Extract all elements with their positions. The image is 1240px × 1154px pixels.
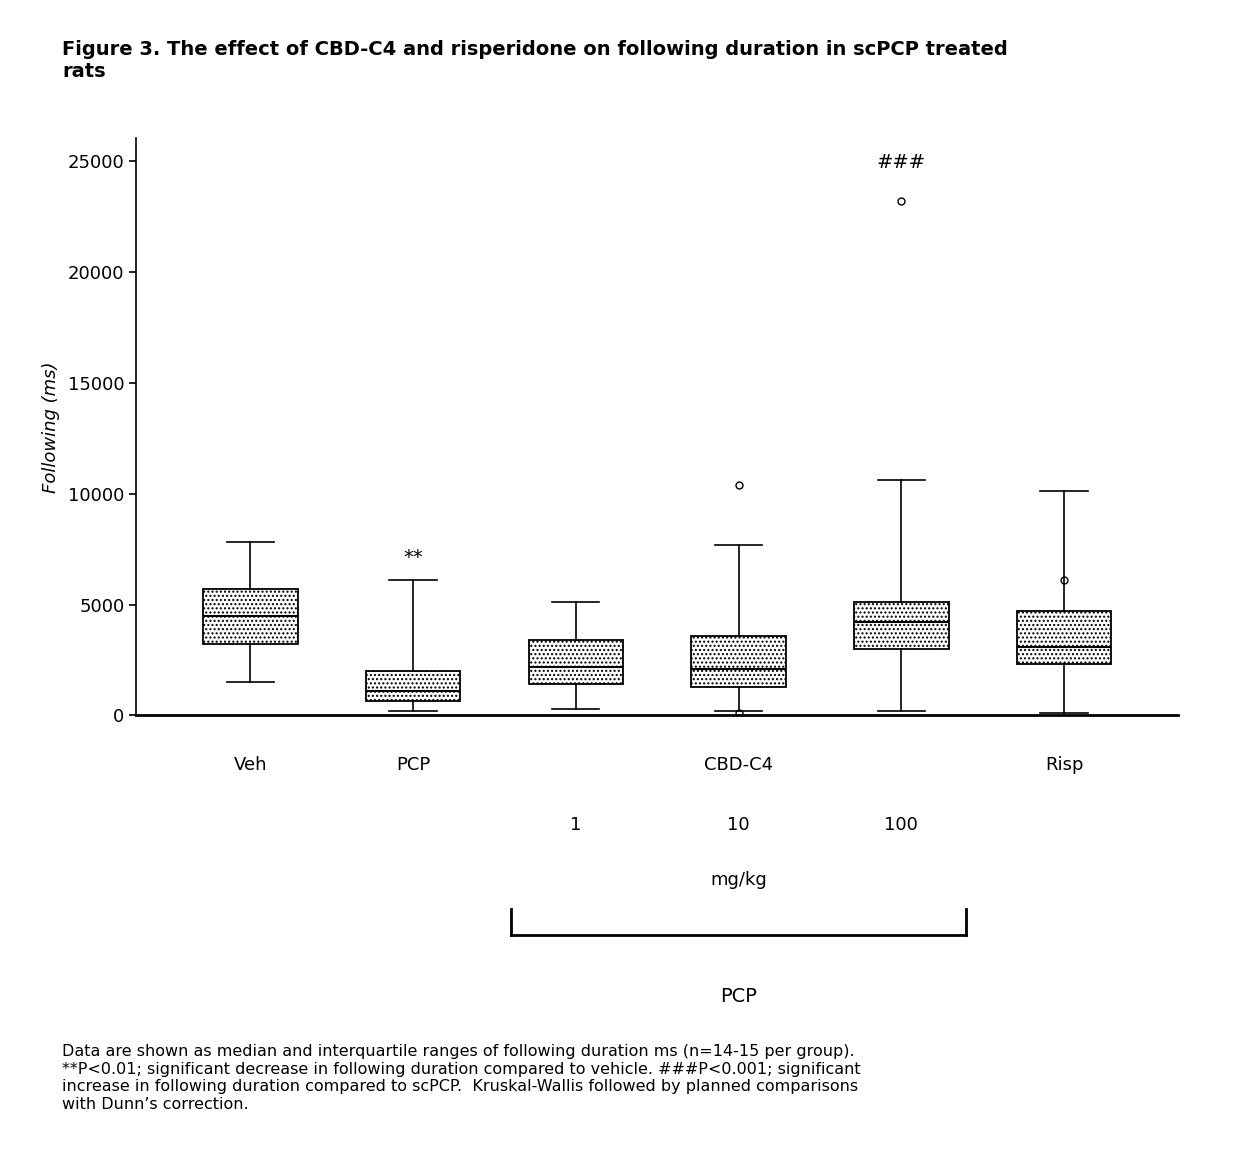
PathPatch shape <box>692 636 786 687</box>
Text: 10: 10 <box>728 816 750 834</box>
Text: 1: 1 <box>570 816 582 834</box>
Text: Figure 3. The effect of CBD-C4 and risperidone on following duration in scPCP tr: Figure 3. The effect of CBD-C4 and rispe… <box>62 40 1008 82</box>
Text: CBD-C4: CBD-C4 <box>704 756 773 774</box>
Text: PCP: PCP <box>396 756 430 774</box>
Text: mg/kg: mg/kg <box>711 871 768 890</box>
PathPatch shape <box>528 640 622 684</box>
Text: 100: 100 <box>884 816 919 834</box>
Text: **: ** <box>403 548 423 567</box>
PathPatch shape <box>366 672 460 702</box>
PathPatch shape <box>203 589 298 644</box>
PathPatch shape <box>1017 612 1111 665</box>
Text: ###: ### <box>877 152 926 172</box>
Text: Data are shown as median and interquartile ranges of following duration ms (n=14: Data are shown as median and interquarti… <box>62 1044 861 1111</box>
Text: PCP: PCP <box>720 987 756 1005</box>
Text: Veh: Veh <box>233 756 267 774</box>
PathPatch shape <box>854 602 949 649</box>
Y-axis label: Following (ms): Following (ms) <box>41 361 60 493</box>
Text: Risp: Risp <box>1045 756 1084 774</box>
